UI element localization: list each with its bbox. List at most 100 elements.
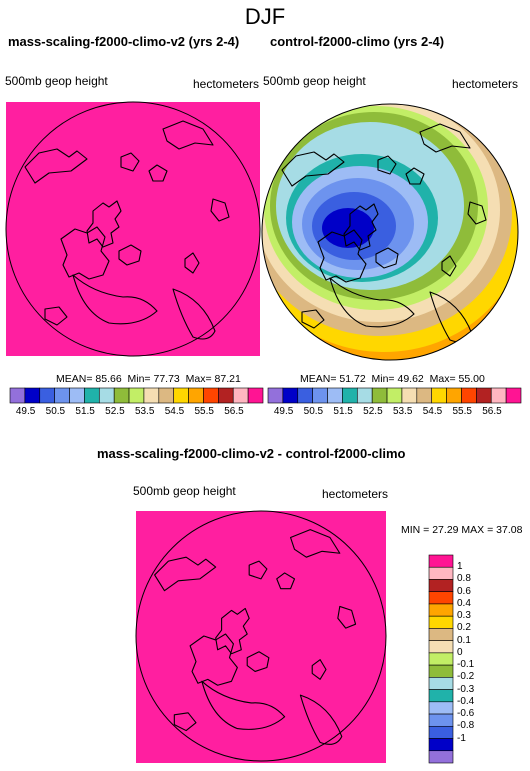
panel2-field [262, 104, 518, 360]
panel2-colorbar-swatch-16 [490, 387, 507, 404]
panel2-colorbar-swatch-9 [386, 387, 403, 404]
panel2-coast-8 [441, 255, 457, 277]
panel3-colorbar-swatch-7 [428, 628, 454, 641]
panel3-coast-2 [189, 633, 238, 686]
panel3-colorbar-swatch-5 [428, 603, 454, 617]
panel3-field-fill [136, 511, 386, 763]
panel1-colorbar-swatch-9 [128, 387, 145, 404]
panel1-colorbar-tick-label: 50.5 [45, 406, 66, 417]
panel2-right-label: hectometers [452, 77, 519, 91]
panel1-coast-2 [60, 226, 110, 280]
panel2-colorbar-tick-label: 52.5 [363, 406, 383, 417]
panel3-colorbar-tick-label: 0.6 [457, 585, 471, 597]
panel3-map [135, 510, 387, 763]
panel3-colorbar-swatch-2 [428, 566, 454, 580]
panel2-colorbar-swatch-15 [476, 387, 492, 404]
panel1-colorbar-tick-label: 53.5 [134, 406, 155, 417]
panel3-coastlines [154, 529, 357, 745]
panel1-coast-5 [120, 152, 140, 172]
panel2-colorbar-tick-label: 55.5 [452, 406, 472, 417]
panel1-mean-value: 85.66 [95, 373, 122, 385]
panel3-colorbar-tick-label: 1 [457, 561, 463, 573]
panel1-coast-8 [184, 252, 200, 274]
panel2-coast-10 [301, 309, 325, 329]
panel3-colorbar-swatch-3 [428, 579, 454, 593]
page-title: DJF [244, 4, 286, 29]
panel3-title: mass-scaling-f2000-climo-v2 - control-f2… [97, 446, 406, 461]
panel3-colorbar-tick-label: -0.8 [457, 720, 475, 732]
panel1-colorbar-swatch-6 [84, 387, 100, 404]
panel1-field-fill [6, 102, 260, 356]
panel3-colorbar-tick-label: 0.4 [457, 597, 471, 609]
panel3-colorbar-swatch-1 [428, 554, 454, 568]
panel3-colorbar-tick-label: 0.8 [457, 573, 471, 585]
panel2-coast-12 [467, 201, 487, 225]
panel3-min-value: 27.29 [432, 524, 459, 536]
panel3-max-value: 37.08 [496, 524, 523, 536]
panel3-coast-11 [299, 694, 343, 745]
panel2-colorbar [267, 387, 522, 404]
panel2-coast-2 [317, 229, 367, 283]
panel3-coast-group [154, 529, 357, 745]
panel1-max-label: Max= [185, 373, 212, 385]
panel1-coast-1 [86, 200, 122, 248]
panel2-colorbar-swatch-14 [461, 387, 477, 404]
panel3-colorbar-tick-label: -0.1 [457, 659, 475, 671]
panel2-colorbar-swatch-11 [416, 387, 433, 404]
panel3-coast-5 [248, 560, 268, 580]
panel1-coast-9 [118, 244, 142, 266]
panel3-colorbar-tick-label: -0.4 [457, 695, 475, 707]
panel3-colorbar-tick-label: 0.3 [457, 610, 471, 622]
panel1-map [5, 101, 261, 357]
panel1-colorbar-swatch-1 [9, 387, 26, 404]
panel3-coast-4 [154, 556, 217, 592]
panel1-coast-11 [172, 288, 216, 340]
panel2-colorbar-tick-label: 49.5 [273, 406, 294, 417]
panel1-colorbar-swatch-14 [203, 387, 219, 404]
panel2-coast-group [281, 123, 487, 343]
panel2-coast-4 [281, 151, 345, 187]
panel1-colorbar-swatch-3 [39, 387, 55, 404]
panel2-min-label: Min= [371, 373, 395, 385]
panel1-coast-10 [44, 306, 68, 326]
panel3-map-boundary [135, 510, 387, 762]
panel2-colorbar-swatch-13 [446, 387, 462, 404]
panel3-colorbar-swatch-12 [428, 689, 454, 703]
panel1-left-label: 500mb geop height [5, 74, 108, 88]
panel1-colorbar-swatch-5 [69, 387, 85, 404]
panel2-map-boundary [261, 103, 519, 361]
panel2-coastlines [281, 123, 487, 343]
panel1-colorbar-tick-label: 49.5 [15, 406, 36, 417]
panel3-right-label: hectometers [322, 487, 389, 501]
panel2-coast-3 [329, 277, 415, 328]
panel3-colorbar-swatch-9 [428, 652, 454, 666]
panel2-mean-label: MEAN= [300, 373, 337, 385]
panel3-coast-10 [173, 712, 197, 732]
panel1-coast-4 [24, 148, 88, 184]
panel2-coast-9 [375, 247, 399, 269]
panel3-colorbar-swatch-14 [428, 713, 454, 727]
panel2-min-value: 49.62 [397, 373, 424, 385]
panel1-colorbar-swatch-2 [24, 387, 41, 404]
panel1-coast-3 [72, 274, 158, 325]
panel2-left-label: 500mb geop height [263, 74, 366, 88]
panel3-colorbar-tick-label: -0.6 [457, 708, 475, 720]
panel2-colorbar-swatch-10 [401, 387, 418, 404]
panel2-colorbar-tick-label: 50.5 [303, 406, 324, 417]
panel2-max-label: Max= [429, 373, 456, 385]
panel1-coast-7 [162, 120, 214, 150]
panel2-colorbar-swatch-7 [356, 387, 373, 404]
panel3-coast-9 [246, 651, 270, 673]
panel3-colorbar-tick-label: -0.3 [457, 683, 475, 695]
panel3-colorbar-swatch-4 [428, 591, 454, 605]
panel2-colorbar-swatch-12 [431, 387, 447, 404]
panel1-colorbar-swatch-13 [188, 387, 204, 404]
panel2-colorbar-tick-label: 56.5 [482, 406, 502, 417]
panel2-stats: MEAN= 51.72 Min= 49.62 Max= 55.00 [300, 373, 485, 385]
panel3-colorbar-swatch-17 [428, 750, 454, 764]
panel2-coast-5 [377, 155, 397, 175]
panel1-coast-12 [210, 198, 230, 222]
panel1-colorbar-tick-label: 55.5 [194, 406, 214, 417]
panel1-colorbar-swatch-17 [247, 387, 264, 404]
